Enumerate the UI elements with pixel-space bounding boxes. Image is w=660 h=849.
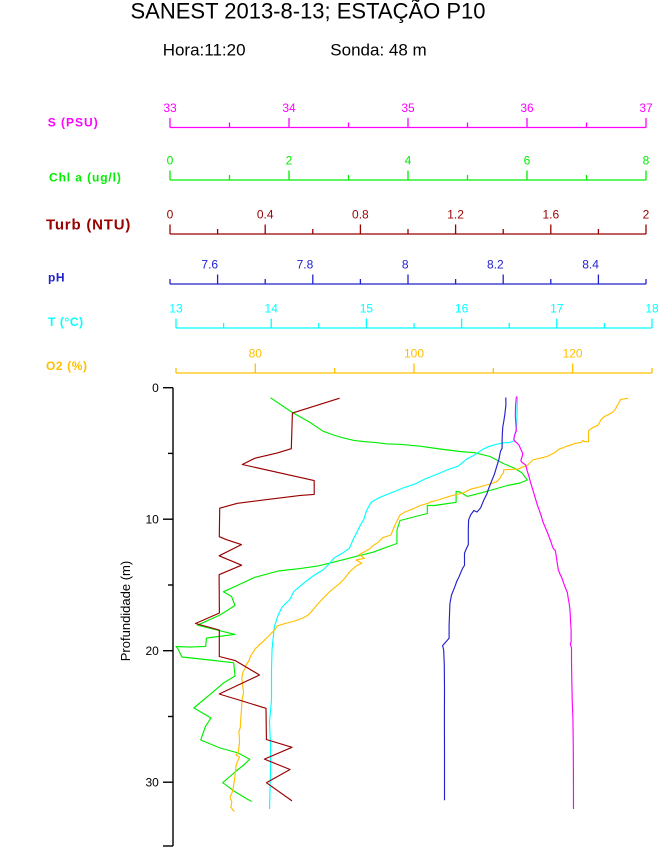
svg-text:13: 13 — [169, 302, 183, 316]
svg-text:17: 17 — [550, 302, 564, 316]
svg-text:7.8: 7.8 — [297, 258, 314, 272]
svg-text:10: 10 — [145, 512, 159, 526]
svg-text:100: 100 — [404, 347, 424, 361]
svg-text:Profundidade (m): Profundidade (m) — [118, 561, 133, 661]
svg-text:SANEST 2013-8-13; ESTAÇÃO P10: SANEST 2013-8-13; ESTAÇÃO P10 — [131, 0, 486, 24]
svg-text:20: 20 — [145, 644, 159, 658]
svg-text:4: 4 — [405, 154, 412, 168]
svg-text:30: 30 — [145, 775, 159, 789]
svg-text:120: 120 — [563, 347, 583, 361]
svg-text:8.4: 8.4 — [582, 258, 599, 272]
svg-text:15: 15 — [360, 302, 374, 316]
svg-text:14: 14 — [265, 302, 279, 316]
svg-text:0: 0 — [152, 381, 159, 395]
svg-text:16: 16 — [455, 302, 469, 316]
svg-text:0.4: 0.4 — [257, 208, 274, 222]
svg-text:35: 35 — [401, 101, 415, 115]
svg-text:0.8: 0.8 — [352, 208, 369, 222]
svg-text:8: 8 — [402, 258, 409, 272]
svg-text:T (°C): T (°C) — [48, 315, 84, 329]
svg-text:34: 34 — [282, 101, 296, 115]
svg-text:S (PSU): S (PSU) — [48, 116, 99, 130]
svg-text:2: 2 — [286, 154, 293, 168]
svg-text:Hora:11:20: Hora:11:20 — [163, 41, 246, 60]
svg-text:Sonda: 48 m: Sonda: 48 m — [330, 41, 426, 60]
svg-text:7.6: 7.6 — [201, 258, 218, 272]
svg-text:18: 18 — [645, 302, 659, 316]
svg-text:1.6: 1.6 — [542, 208, 559, 222]
svg-text:8: 8 — [643, 154, 650, 168]
svg-text:8.2: 8.2 — [487, 258, 504, 272]
svg-text:33: 33 — [163, 101, 177, 115]
svg-text:2: 2 — [643, 208, 650, 222]
svg-text:0: 0 — [167, 208, 174, 222]
svg-text:37: 37 — [639, 101, 653, 115]
svg-text:1.2: 1.2 — [447, 208, 464, 222]
svg-text:6: 6 — [524, 154, 531, 168]
svg-text:36: 36 — [520, 101, 534, 115]
svg-text:Turb (NTU): Turb (NTU) — [46, 217, 131, 234]
svg-text:Chl a (ug/l): Chl a (ug/l) — [49, 171, 122, 185]
svg-text:O2 (%): O2 (%) — [46, 359, 88, 373]
svg-text:pH: pH — [48, 271, 65, 285]
svg-text:0: 0 — [167, 154, 174, 168]
svg-text:80: 80 — [249, 347, 263, 361]
